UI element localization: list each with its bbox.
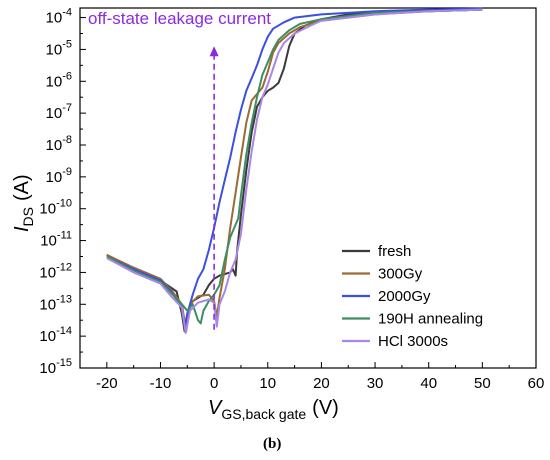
x-tick-label: -20 [96, 375, 118, 392]
plot-frame [79, 7, 537, 369]
legend-label: 300Gy [378, 266, 423, 283]
annotation-arrowhead [209, 46, 219, 57]
y-tick-label: 10-9 [46, 166, 72, 186]
legend-label: fresh [378, 243, 411, 260]
legend-label: HCl 3000s [378, 333, 448, 350]
y-tick-label: 10-4 [46, 7, 72, 27]
y-tick-label: 10-15 [39, 357, 72, 377]
y-tick-label: 10-10 [39, 198, 72, 218]
y-axis-title-main: I [11, 226, 33, 232]
x-axis-title: VGS,back gate (V) [208, 397, 339, 422]
series-line [106, 7, 483, 328]
panel-label: (b) [263, 436, 281, 452]
x-axis: -20 -10 0 10 20 30 40 50 60 [96, 362, 544, 392]
y-axis-title-unit: (A) [11, 174, 33, 201]
x-tick-label: 40 [420, 375, 437, 392]
annotation: off-state leakage current [88, 9, 271, 330]
x-axis-title-main: V [208, 397, 223, 419]
x-tick-label: 30 [367, 375, 384, 392]
y-tick-label: 10-8 [46, 134, 72, 154]
series-line [106, 8, 483, 325]
y-tick-label: 10-14 [39, 325, 72, 345]
legend-label: 2000Gy [378, 288, 431, 305]
y-tick-label: 10-11 [40, 230, 72, 250]
annotation-text: off-state leakage current [88, 9, 271, 28]
y-tick-label: 10-5 [46, 38, 72, 58]
y-axis: 10-15 10-14 10-13 10-12 10-11 10-10 10-9 10-8 10… [39, 7, 86, 377]
y-tick-label: 10-12 [39, 261, 72, 281]
x-tick-label: -10 [150, 375, 172, 392]
x-tick-label: 20 [313, 375, 330, 392]
series-layer [106, 7, 483, 334]
y-axis-title-sub: DS [20, 207, 36, 226]
x-tick-label: 10 [259, 375, 276, 392]
legend: fresh 300Gy 2000Gy 190H annealing HCl 3000s [342, 243, 483, 350]
legend-label: 190H annealing [378, 311, 483, 328]
x-axis-title-unit: (V) [312, 397, 339, 419]
y-tick-label: 10-7 [46, 102, 72, 122]
series-line [106, 8, 483, 334]
y-tick-label: 10-6 [46, 70, 72, 90]
y-tick-label: 10-13 [39, 293, 72, 313]
x-axis-title-sub: GS,back gate [221, 406, 306, 422]
x-tick-label: 60 [528, 375, 545, 392]
y-axis-title: IDS (A) [11, 174, 36, 232]
x-tick-label: 0 [210, 375, 218, 392]
x-tick-label: 50 [474, 375, 491, 392]
